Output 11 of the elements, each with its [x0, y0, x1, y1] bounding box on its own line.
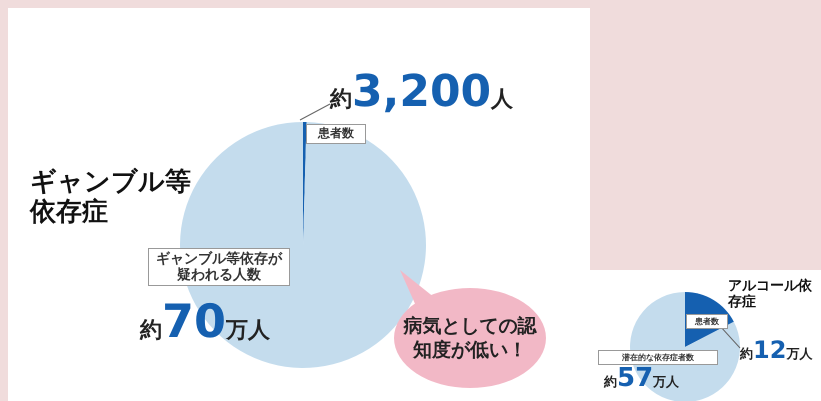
- data-label: 約12万人: [740, 336, 812, 364]
- data-label: 約3,200人: [330, 66, 514, 117]
- text: 病気としての認知度が低い！: [402, 315, 538, 363]
- slice-label: 潜在的な依存症者数: [622, 353, 694, 362]
- slice-label: ギャンブル等依存が疑われる人数: [148, 248, 290, 286]
- data-label: 約70万人: [140, 294, 270, 348]
- chart-title: アルコール依存症: [728, 278, 813, 310]
- text: ギャンブル等依存症: [30, 167, 192, 228]
- slice-label: 患者数: [686, 314, 728, 330]
- slice-label: 患者数: [306, 124, 366, 144]
- data-label: 約57万人: [604, 363, 680, 393]
